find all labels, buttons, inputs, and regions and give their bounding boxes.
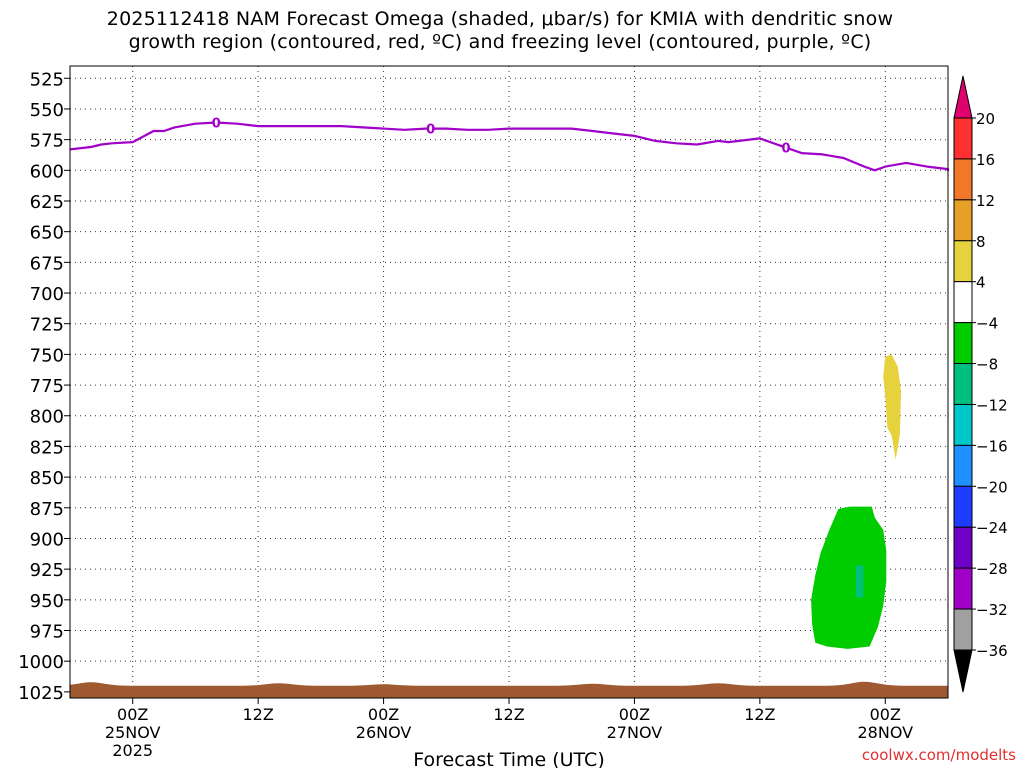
y-tick-label: 725 <box>30 315 64 336</box>
colorbar-label: 12 <box>976 192 995 210</box>
x-tick-label: 26NOV <box>356 723 412 742</box>
colorbar-label: −8 <box>976 356 998 374</box>
x-tick-label: 00Z <box>619 705 650 724</box>
colorbar-label: −16 <box>976 437 1008 455</box>
colorbar-bin <box>953 485 973 528</box>
y-tick-label: 875 <box>30 499 64 520</box>
omega-shading <box>811 354 901 649</box>
x-tick-label: 12Z <box>242 705 273 724</box>
y-tick-label: 850 <box>30 468 64 489</box>
y-tick-label: 900 <box>30 529 64 550</box>
colorbar-bin <box>953 403 973 446</box>
colorbar-label: −24 <box>976 519 1008 537</box>
colorbar-bin <box>953 608 973 651</box>
freezing-level-line <box>69 121 950 172</box>
credit-label: coolwx.com/modelts <box>861 746 1016 764</box>
y-tick-label: 650 <box>30 223 64 244</box>
colorbar-label: 8 <box>976 233 986 251</box>
x-tick-label: 00Z <box>117 705 148 724</box>
x-tick-label: 00Z <box>368 705 399 724</box>
y-tick-label: 675 <box>30 253 64 274</box>
y-tick-label: 600 <box>30 161 64 182</box>
colorbar-bin <box>953 322 973 365</box>
freezing-level-label-bg <box>427 121 434 134</box>
y-axis-ticks: 525 550 575 600 625 650 675 700 725 750 775 800 825 8… <box>18 69 70 704</box>
colorbar-label: −28 <box>976 560 1008 578</box>
colorbar-bin <box>953 158 973 201</box>
freezing-level-label-bg <box>782 140 789 153</box>
ground-band <box>70 681 948 698</box>
colorbar-bin <box>953 281 973 324</box>
y-tick-label: 800 <box>30 407 64 428</box>
y-tick-label: 775 <box>30 376 64 397</box>
colorbar-label: 4 <box>976 274 986 292</box>
freezing-level-label: 0 <box>212 116 221 131</box>
y-tick-label: 1025 <box>18 683 64 704</box>
omega-region-3 <box>883 354 901 460</box>
colorbar-label: −20 <box>976 478 1008 496</box>
chart-title: 2025112418 NAM Forecast Omega (shaded, μ… <box>0 8 1000 54</box>
colorbar-label: −36 <box>976 642 1008 660</box>
colorbar-bin <box>953 240 973 283</box>
y-tick-label: 575 <box>30 131 64 152</box>
freezing-level-label: 0 <box>781 142 790 157</box>
colorbar-bin <box>953 526 973 569</box>
y-tick-label: 625 <box>30 192 64 213</box>
colorbar-top-arrow <box>953 75 973 119</box>
y-tick-label: 550 <box>30 100 64 121</box>
colorbar-label: −12 <box>976 396 1008 414</box>
ground-surface <box>70 681 948 698</box>
colorbar: 20 16 12 8 4 −4 −8 −12 −16 −20 −24 −28 −32 −36 <box>953 75 1008 693</box>
chart-title-line-1: 2025112418 NAM Forecast Omega (shaded, μ… <box>106 8 894 30</box>
x-tick-label: 27NOV <box>607 723 663 742</box>
y-tick-label: 975 <box>30 622 64 643</box>
y-tick-label: 750 <box>30 345 64 366</box>
y-tick-label: 525 <box>30 69 64 90</box>
colorbar-label: 20 <box>976 110 995 128</box>
x-tick-label: 12Z <box>493 705 524 724</box>
colorbar-bottom-arrow <box>953 649 973 693</box>
y-tick-label: 950 <box>30 591 64 612</box>
colorbar-label: 16 <box>976 151 995 169</box>
y-tick-label: 700 <box>30 284 64 305</box>
colorbar-bin <box>953 117 973 160</box>
colorbar-bin <box>953 363 973 405</box>
omega-region-2 <box>856 565 864 598</box>
freezing-level-contour: 0 0 0 <box>69 115 950 172</box>
colorbar-label: −32 <box>976 601 1008 619</box>
y-tick-label: 925 <box>30 560 64 581</box>
x-tick-label: 25NOV <box>105 723 161 742</box>
x-tick-label: 2025 <box>112 741 153 760</box>
x-tick-label: 12Z <box>744 705 775 724</box>
x-tick-label: 00Z <box>870 705 901 724</box>
colorbar-label: −4 <box>976 315 998 333</box>
chart-title-line-2: growth region (contoured, red, ºC) and f… <box>128 31 872 53</box>
colorbar-bin <box>953 444 973 487</box>
freezing-level-label-bg <box>213 115 220 128</box>
y-tick-label: 825 <box>30 437 64 458</box>
freezing-level-label: 0 <box>426 123 435 138</box>
colorbar-bin <box>953 567 973 610</box>
y-tick-label: 1000 <box>18 652 64 673</box>
omega-region-1 <box>811 506 887 649</box>
x-tick-label: 28NOV <box>857 723 913 742</box>
x-axis-label: Forecast Time (UTC) <box>413 749 604 768</box>
colorbar-bin <box>953 199 973 242</box>
